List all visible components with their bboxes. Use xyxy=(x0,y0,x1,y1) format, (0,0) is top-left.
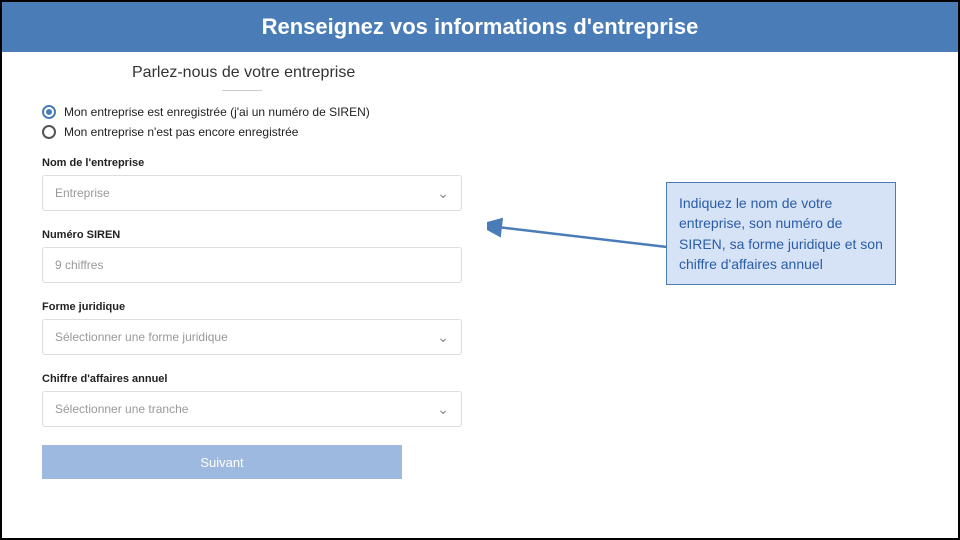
company-name-input[interactable]: Entreprise ⌄ xyxy=(42,175,462,211)
legal-form-select[interactable]: Sélectionner une forme juridique ⌄ xyxy=(42,319,462,355)
legal-form-label: Forme juridique xyxy=(42,301,918,313)
siren-input[interactable]: 9 chiffres xyxy=(42,247,462,283)
next-button-label: Suivant xyxy=(200,455,243,470)
page-header: Renseignez vos informations d'entreprise xyxy=(2,2,958,52)
page-title: Renseignez vos informations d'entreprise xyxy=(262,14,699,39)
divider xyxy=(222,90,262,91)
help-callout: Indiquez le nom de votre entreprise, son… xyxy=(666,182,896,285)
revenue-label: Chiffre d'affaires annuel xyxy=(42,373,918,385)
revenue-select[interactable]: Sélectionner une tranche ⌄ xyxy=(42,391,462,427)
legal-form-group: Forme juridique Sélectionner une forme j… xyxy=(42,301,918,355)
chevron-down-icon: ⌄ xyxy=(437,329,449,346)
company-name-label: Nom de l'entreprise xyxy=(42,157,918,169)
radio-checked-icon xyxy=(42,105,56,119)
chevron-down-icon: ⌄ xyxy=(437,401,449,418)
company-status-radio-group: Mon entreprise est enregistrée (j'ai un … xyxy=(42,105,918,139)
radio-not-registered[interactable]: Mon entreprise n'est pas encore enregist… xyxy=(42,125,918,139)
section-title: Parlez-nous de votre entreprise xyxy=(132,64,918,82)
radio-registered[interactable]: Mon entreprise est enregistrée (j'ai un … xyxy=(42,105,918,119)
legal-form-placeholder: Sélectionner une forme juridique xyxy=(55,330,228,344)
next-button[interactable]: Suivant xyxy=(42,445,402,479)
revenue-group: Chiffre d'affaires annuel Sélectionner u… xyxy=(42,373,918,427)
callout-text: Indiquez le nom de votre entreprise, son… xyxy=(679,195,883,272)
radio-registered-label: Mon entreprise est enregistrée (j'ai un … xyxy=(64,105,370,119)
siren-placeholder: 9 chiffres xyxy=(55,258,103,272)
revenue-placeholder: Sélectionner une tranche xyxy=(55,402,188,416)
radio-unchecked-icon xyxy=(42,125,56,139)
company-name-placeholder: Entreprise xyxy=(55,186,110,200)
chevron-down-icon: ⌄ xyxy=(437,185,449,202)
radio-not-registered-label: Mon entreprise n'est pas encore enregist… xyxy=(64,125,298,139)
